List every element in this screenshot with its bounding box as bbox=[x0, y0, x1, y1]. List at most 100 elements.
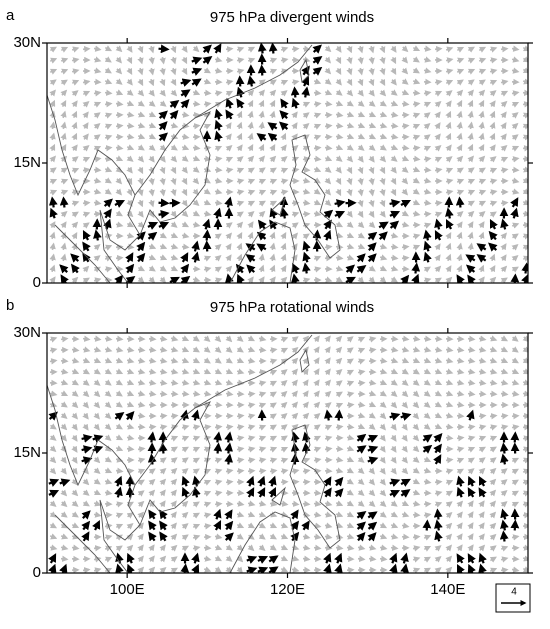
wind-arrow bbox=[327, 412, 329, 421]
wind-arrow bbox=[250, 145, 253, 150]
wind-arrow bbox=[52, 255, 53, 261]
wind-arrow bbox=[51, 80, 56, 83]
wind-arrow bbox=[171, 360, 177, 362]
wind-arrow bbox=[424, 558, 429, 561]
wind-arrow bbox=[72, 350, 78, 351]
wind-arrow bbox=[50, 59, 56, 61]
wind-arrow bbox=[161, 458, 166, 461]
wind-arrow bbox=[468, 427, 474, 428]
wind-arrow bbox=[391, 381, 396, 384]
wind-arrow bbox=[292, 81, 298, 82]
wind-arrow bbox=[446, 70, 452, 71]
wind-arrow bbox=[347, 491, 352, 494]
wind-arrow bbox=[326, 403, 331, 407]
wind-arrow bbox=[347, 514, 352, 517]
wind-arrow bbox=[116, 213, 121, 216]
wind-arrow bbox=[414, 381, 419, 385]
wind-arrow bbox=[403, 436, 406, 441]
wind-arrow bbox=[337, 359, 341, 363]
wind-arrow bbox=[259, 404, 265, 406]
wind-arrow bbox=[258, 557, 266, 561]
wind-arrow bbox=[503, 522, 505, 531]
wind-arrow bbox=[336, 114, 342, 115]
wind-arrow bbox=[336, 449, 342, 450]
wind-arrow bbox=[513, 199, 517, 207]
wind-arrow bbox=[128, 80, 132, 85]
wind-arrow bbox=[512, 470, 517, 473]
wind-arrow bbox=[501, 382, 507, 383]
wind-arrow bbox=[237, 471, 243, 472]
wind-arrow bbox=[193, 371, 199, 373]
wind-arrow bbox=[73, 91, 78, 95]
wind-arrow bbox=[413, 537, 419, 538]
wind-arrow bbox=[436, 113, 440, 118]
wind-arrow bbox=[326, 168, 331, 172]
wind-arrow bbox=[72, 255, 78, 261]
wind-arrow bbox=[446, 59, 452, 60]
wind-arrow bbox=[358, 383, 364, 384]
wind-arrow bbox=[249, 157, 253, 161]
wind-arrow bbox=[490, 360, 496, 362]
wind-arrow bbox=[73, 425, 77, 430]
wind-arrow bbox=[391, 548, 397, 549]
wind-arrow bbox=[347, 235, 352, 238]
wind-arrow bbox=[479, 48, 484, 51]
wind-arrow bbox=[261, 255, 262, 261]
wind-arrow bbox=[271, 546, 276, 549]
wind-arrow bbox=[238, 546, 243, 550]
wind-arrow bbox=[270, 403, 275, 406]
wind-arrow bbox=[50, 525, 55, 528]
wind-arrow bbox=[512, 267, 517, 270]
wind-arrow bbox=[226, 371, 231, 373]
wind-arrow bbox=[283, 255, 285, 261]
wind-arrow bbox=[192, 80, 200, 85]
wind-arrow bbox=[425, 113, 430, 117]
wind-arrow bbox=[390, 415, 399, 418]
wind-arrow bbox=[115, 201, 123, 205]
wind-arrow bbox=[259, 221, 264, 228]
wind-arrow bbox=[293, 234, 297, 239]
wind-arrow bbox=[491, 157, 496, 161]
wind-arrow bbox=[424, 170, 430, 171]
wind-arrow bbox=[371, 68, 372, 74]
wind-arrow bbox=[326, 47, 330, 51]
wind-arrow bbox=[150, 568, 154, 572]
wind-arrow bbox=[204, 359, 209, 362]
wind-arrow bbox=[204, 46, 211, 52]
wind-arrow bbox=[138, 146, 143, 149]
wind-arrow bbox=[270, 414, 275, 417]
wind-arrow bbox=[370, 480, 374, 484]
wind-arrow bbox=[171, 257, 177, 259]
wind-arrow bbox=[314, 471, 320, 472]
wind-arrow bbox=[470, 134, 471, 140]
wind-arrow bbox=[116, 148, 122, 149]
wind-arrow bbox=[94, 170, 100, 171]
wind-arrow bbox=[501, 394, 507, 395]
wind-arrow bbox=[193, 213, 198, 216]
wind-arrow bbox=[149, 382, 155, 383]
wind-arrow bbox=[490, 338, 496, 340]
wind-arrow bbox=[391, 349, 397, 350]
wind-arrow bbox=[149, 394, 155, 395]
wind-arrow bbox=[259, 372, 265, 373]
wind-arrow bbox=[491, 221, 495, 229]
wind-arrow bbox=[261, 45, 262, 54]
wind-arrow bbox=[325, 211, 332, 217]
wind-arrow bbox=[127, 404, 133, 406]
wind-arrow bbox=[207, 232, 208, 241]
wind-arrow bbox=[380, 392, 385, 395]
wind-arrow bbox=[314, 548, 320, 549]
wind-arrow bbox=[446, 350, 452, 351]
wind-arrow bbox=[182, 547, 187, 550]
wind-arrow bbox=[292, 49, 298, 50]
wind-arrow bbox=[261, 266, 263, 272]
wind-arrow bbox=[281, 48, 287, 50]
wind-arrow bbox=[138, 416, 144, 417]
wind-arrow bbox=[269, 134, 276, 140]
wind-arrow bbox=[413, 125, 418, 127]
wind-arrow bbox=[94, 514, 100, 515]
wind-arrow bbox=[161, 502, 164, 507]
wind-arrow bbox=[160, 360, 166, 361]
wind-arrow bbox=[503, 456, 505, 465]
wind-arrow bbox=[490, 81, 495, 83]
